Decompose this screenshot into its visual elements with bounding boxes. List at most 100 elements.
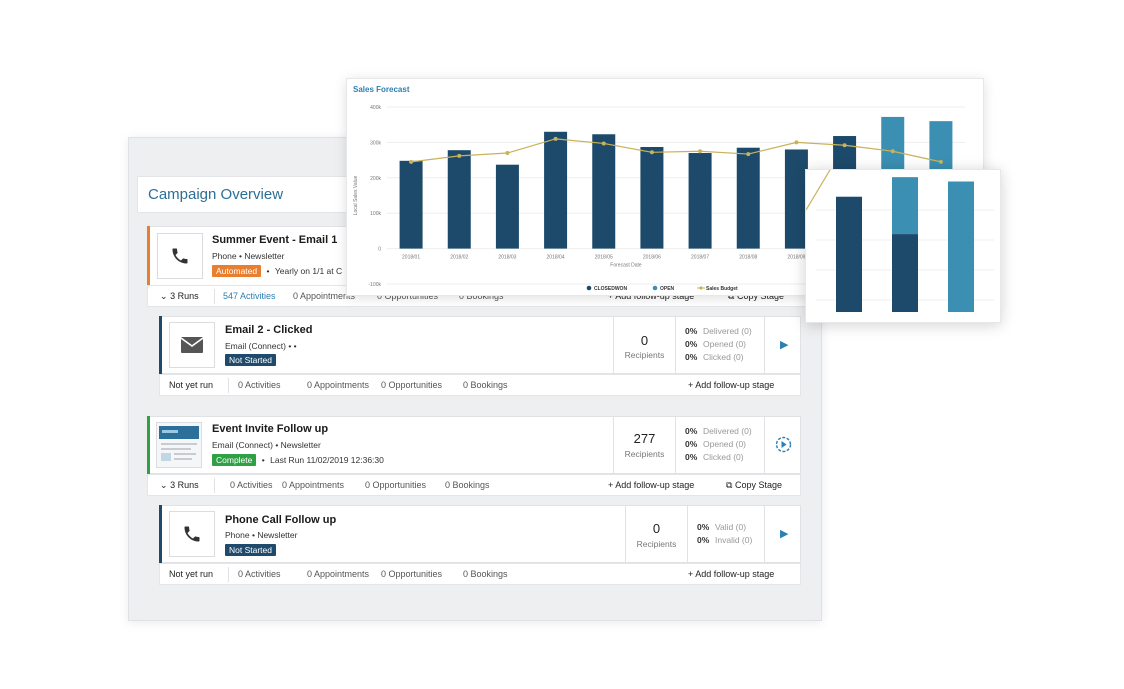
- appointments-count: 0 Appointments: [307, 569, 370, 579]
- stage-type: Newsletter: [244, 251, 285, 261]
- recipients-count: 277: [633, 431, 656, 446]
- copy-stage-button[interactable]: ⧉ Copy Stage: [726, 480, 782, 490]
- point-sales-budget: [601, 141, 606, 146]
- bookings-count: 0 Bookings: [463, 569, 508, 579]
- appointments-count: 0 Appointments: [307, 380, 370, 390]
- metric-delivered: 0% Delivered (0): [685, 326, 752, 336]
- recipients-box: 0 Recipients: [613, 317, 675, 373]
- zoom-bar-closedwon: [892, 234, 918, 312]
- legend-marker: [699, 286, 703, 290]
- chart-title: Sales Forecast: [353, 85, 410, 94]
- recipients-label: Recipients: [624, 350, 665, 360]
- zoom-bar-open: [948, 181, 974, 312]
- stage-runs-bar: Not yet run 0 Activities 0 Appointments …: [159, 563, 801, 585]
- y-axis-title: Local Sales Value: [353, 175, 359, 215]
- metric-delivered: 0% Delivered (0): [685, 426, 752, 436]
- zoom-bar-open: [892, 177, 918, 235]
- x-tick-label: 2018/09: [787, 255, 805, 261]
- stage-channel: Email (Connect): [212, 440, 273, 450]
- metric-clicked: 0% Clicked (0): [685, 352, 744, 362]
- point-sales-budget: [505, 151, 510, 156]
- runs-status: Not yet run: [169, 569, 214, 579]
- activities-link[interactable]: 547 Activities: [223, 291, 276, 301]
- metric-opened: 0% Opened (0): [685, 339, 746, 349]
- opportunities-count: 0 Opportunities: [365, 480, 427, 490]
- y-tick-label: 300k: [370, 140, 381, 146]
- chevron-down-icon: ⌄: [160, 291, 168, 301]
- bookings-count: 0 Bookings: [445, 480, 490, 490]
- legend-label: Sales Budget: [706, 286, 738, 292]
- status-badge: Not Started: [225, 544, 276, 556]
- y-tick-label: 200k: [370, 176, 381, 182]
- metric-opened: 0% Opened (0): [685, 439, 746, 449]
- series-line-sales-budget: [411, 138, 942, 163]
- play-icon[interactable]: ▶: [780, 339, 789, 351]
- add-follow-up-button[interactable]: + Add follow-up stage: [688, 380, 775, 390]
- stage-title: Summer Event - Email 1: [212, 234, 338, 246]
- legend-marker: [586, 285, 592, 291]
- metric-valid: 0% Valid (0): [697, 522, 747, 532]
- status-badge: Automated: [212, 265, 262, 277]
- last-run: Last Run 11/02/2019 12:36:30: [270, 455, 384, 465]
- chart-zoom-detail: [805, 169, 1001, 323]
- zoom-line-sales-budget: [806, 170, 831, 211]
- status-badge: Not Started: [225, 354, 276, 366]
- phone-icon: [169, 511, 215, 557]
- zoom-bar-closedwon: [836, 196, 862, 312]
- runs-toggle[interactable]: ⌄ 3 Runs: [160, 291, 199, 301]
- envelope-icon: [169, 322, 215, 368]
- recipients-label: Recipients: [636, 539, 677, 549]
- stage-card-email-2[interactable]: Email 2 - Clicked Email (Connect) • • No…: [159, 316, 801, 374]
- stage-channel: Phone: [225, 530, 250, 540]
- runs-toggle[interactable]: ⌄ 3 Runs: [160, 480, 199, 490]
- bookings-count: 0 Bookings: [459, 291, 504, 301]
- point-sales-budget: [698, 149, 703, 154]
- opportunities-count: 0 Opportunities: [381, 569, 443, 579]
- opportunities-count: 0 Opportunities: [381, 380, 443, 390]
- point-sales-budget: [890, 149, 895, 154]
- add-follow-up-button[interactable]: + Add follow-up stage: [688, 569, 775, 579]
- legend-label: OPEN: [660, 286, 675, 292]
- stage-status-line: Not Started: [225, 544, 276, 556]
- metric-invalid: 0% Invalid (0): [697, 535, 753, 545]
- stage-card-phone-call[interactable]: Phone Call Follow up Phone • Newsletter …: [159, 505, 801, 563]
- run-circle-icon[interactable]: [775, 436, 792, 453]
- x-tick-label: 2018/01: [402, 255, 420, 261]
- point-sales-budget: [842, 143, 847, 148]
- stage-channel-line: Email (Connect) • Newsletter: [212, 440, 321, 450]
- stage-channel-line: Phone • Newsletter: [225, 530, 298, 540]
- activities-count: 0 Activities: [238, 380, 281, 390]
- stage-channel: Email (Connect): [225, 341, 286, 351]
- stage-channel-line: Phone • Newsletter: [212, 251, 285, 261]
- point-sales-budget: [457, 153, 462, 158]
- stage-runs-bar: ⌄ 3 Runs 0 Activities 0 Appointments 0 O…: [147, 474, 801, 496]
- stage-schedule: Yearly on 1/1 at C: [274, 266, 343, 276]
- copy-stage-button[interactable]: ⧉ Copy Stage: [728, 291, 784, 301]
- play-icon[interactable]: ▶: [780, 528, 789, 540]
- stage-card-event-invite[interactable]: Event Invite Follow up Email (Connect) •…: [147, 416, 801, 474]
- point-sales-budget: [649, 150, 654, 155]
- x-tick-label: 2018/06: [643, 255, 661, 261]
- email-preview-thumbnail: [156, 422, 202, 468]
- page-title: Campaign Overview: [148, 186, 284, 203]
- legend-marker: [652, 285, 658, 291]
- add-follow-up-button[interactable]: + Add follow-up stage: [608, 291, 695, 301]
- stage-type: Newsletter: [280, 440, 321, 450]
- recipients-count: 0: [640, 333, 649, 348]
- bar-closedwon: [399, 160, 423, 249]
- metrics-box: 0% Delivered (0) 0% Opened (0) 0% Clicked (…: [675, 317, 764, 373]
- y-tick-label: 100k: [370, 211, 381, 217]
- point-sales-budget: [794, 140, 799, 145]
- stage-channel-line: Email (Connect) • •: [225, 341, 297, 351]
- x-tick-label: 2018/03: [498, 255, 516, 261]
- runs-status: Not yet run: [169, 380, 214, 390]
- y-tick-label: 0: [378, 247, 381, 253]
- add-follow-up-button[interactable]: + Add follow-up stage: [608, 480, 695, 490]
- stage-title: Event Invite Follow up: [212, 423, 329, 435]
- point-sales-budget: [938, 159, 943, 164]
- bar-closedwon: [544, 131, 568, 249]
- legend-label: CLOSEDWON: [594, 286, 627, 292]
- appointments-count: 0 Appointments: [282, 480, 345, 490]
- copy-icon: ⧉: [726, 480, 733, 490]
- bar-closedwon: [736, 147, 760, 249]
